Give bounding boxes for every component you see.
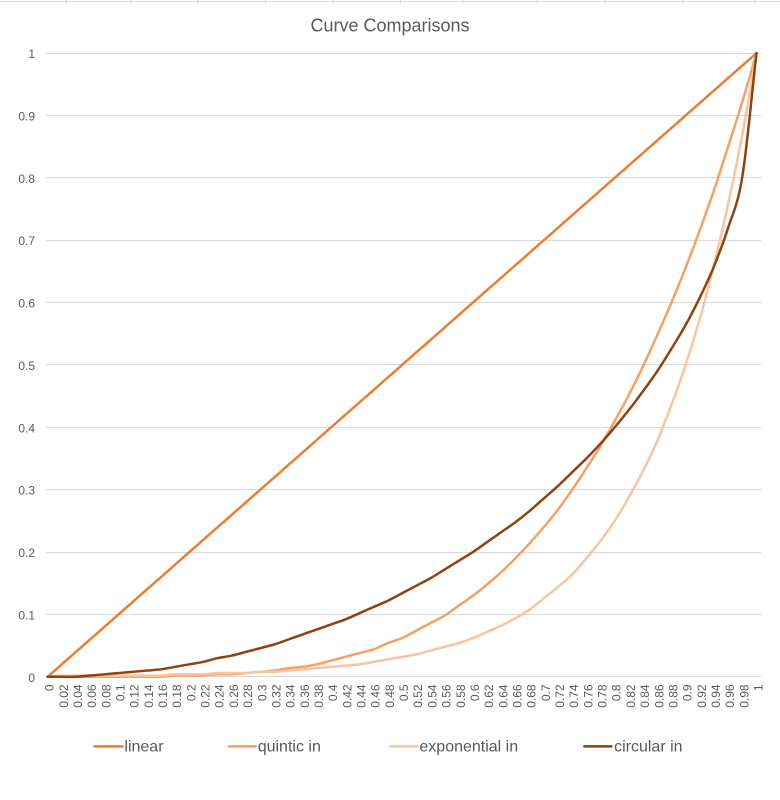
svg-text:0.76: 0.76 [581, 684, 595, 708]
svg-text:0.24: 0.24 [213, 684, 227, 708]
svg-text:0.1: 0.1 [18, 608, 35, 622]
svg-text:circular in: circular in [614, 739, 682, 756]
svg-text:0.62: 0.62 [482, 684, 496, 708]
svg-text:0.58: 0.58 [454, 684, 468, 708]
svg-text:0.64: 0.64 [496, 684, 510, 708]
svg-text:0.78: 0.78 [596, 684, 610, 708]
svg-text:0.4: 0.4 [18, 421, 35, 435]
svg-text:0.06: 0.06 [85, 684, 99, 708]
svg-text:0.7: 0.7 [539, 684, 553, 701]
svg-text:0.8: 0.8 [18, 172, 35, 186]
svg-text:0.86: 0.86 [652, 684, 666, 708]
svg-text:0.72: 0.72 [553, 684, 567, 708]
svg-text:0.2: 0.2 [184, 684, 198, 701]
svg-text:0.5: 0.5 [397, 684, 411, 701]
svg-text:0.6: 0.6 [468, 684, 482, 701]
svg-text:0.54: 0.54 [425, 684, 439, 708]
svg-text:0.8: 0.8 [610, 684, 624, 701]
svg-text:0.2: 0.2 [18, 546, 35, 560]
svg-text:0.88: 0.88 [666, 684, 680, 708]
svg-text:exponential in: exponential in [419, 739, 518, 756]
svg-text:0.3: 0.3 [18, 484, 35, 498]
svg-text:0.56: 0.56 [440, 684, 454, 708]
svg-text:0.44: 0.44 [355, 684, 369, 708]
svg-text:0.28: 0.28 [241, 684, 255, 708]
svg-text:0.9: 0.9 [18, 109, 35, 123]
svg-text:0.46: 0.46 [369, 684, 383, 708]
svg-text:0.3: 0.3 [255, 684, 269, 701]
svg-text:0.02: 0.02 [57, 684, 71, 708]
svg-text:0.36: 0.36 [298, 684, 312, 708]
svg-text:0.98: 0.98 [737, 684, 751, 708]
svg-text:0: 0 [43, 684, 57, 691]
svg-text:0.26: 0.26 [227, 684, 241, 708]
svg-text:0.12: 0.12 [128, 684, 142, 708]
svg-text:0.18: 0.18 [170, 684, 184, 708]
svg-text:1: 1 [28, 47, 35, 61]
svg-text:0.14: 0.14 [142, 684, 156, 708]
svg-text:0.7: 0.7 [18, 234, 35, 248]
svg-text:0.9: 0.9 [681, 684, 695, 701]
svg-text:0.68: 0.68 [525, 684, 539, 708]
svg-text:0.6: 0.6 [18, 297, 35, 311]
svg-text:0.74: 0.74 [567, 684, 581, 708]
svg-text:0.04: 0.04 [71, 684, 85, 708]
svg-text:0.96: 0.96 [723, 684, 737, 708]
svg-text:0.32: 0.32 [269, 684, 283, 708]
svg-text:0.48: 0.48 [383, 684, 397, 708]
svg-text:0.38: 0.38 [312, 684, 326, 708]
svg-text:0.22: 0.22 [199, 684, 213, 708]
svg-text:0: 0 [28, 671, 35, 685]
svg-text:0.34: 0.34 [284, 684, 298, 708]
svg-text:0.42: 0.42 [340, 684, 354, 708]
svg-text:Curve Comparisons: Curve Comparisons [310, 16, 469, 36]
svg-text:0.1: 0.1 [113, 684, 127, 701]
svg-text:0.16: 0.16 [156, 684, 170, 708]
svg-text:quintic in: quintic in [258, 739, 321, 756]
svg-text:0.66: 0.66 [510, 684, 524, 708]
svg-text:0.5: 0.5 [18, 359, 35, 373]
svg-text:0.52: 0.52 [411, 684, 425, 708]
svg-text:0.4: 0.4 [326, 684, 340, 701]
svg-text:0.82: 0.82 [624, 684, 638, 708]
svg-text:linear: linear [124, 739, 164, 756]
svg-text:0.94: 0.94 [709, 684, 723, 708]
svg-text:0.84: 0.84 [638, 684, 652, 708]
svg-text:0.08: 0.08 [99, 684, 113, 708]
svg-text:0.92: 0.92 [695, 684, 709, 708]
svg-text:1: 1 [752, 684, 766, 691]
